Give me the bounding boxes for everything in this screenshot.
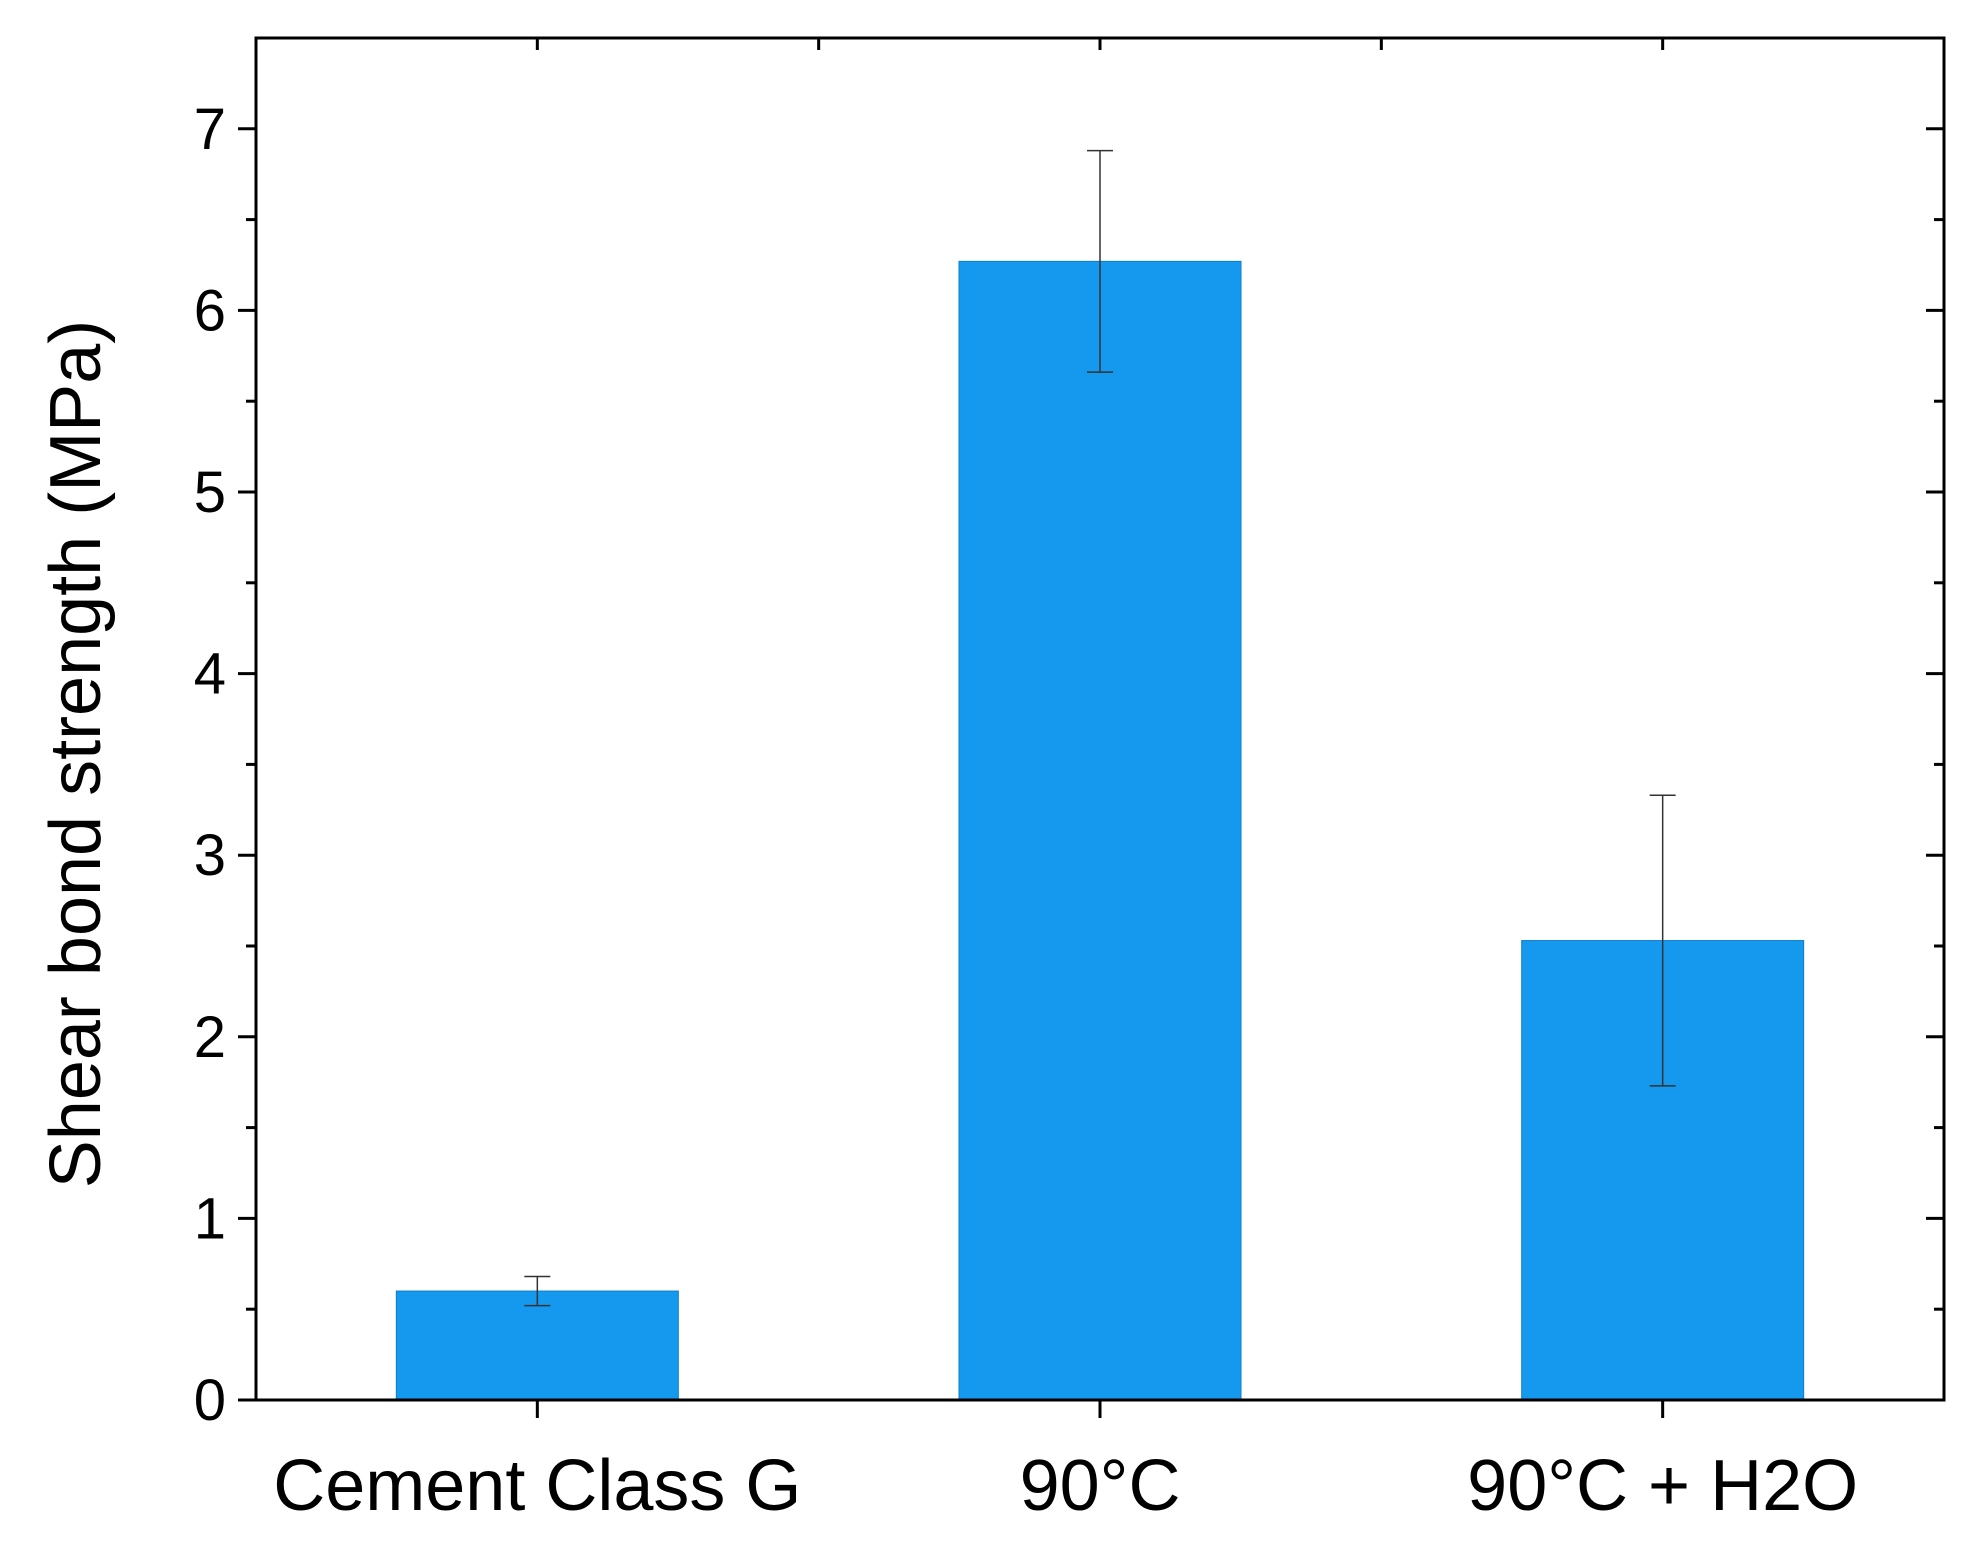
y-tick-label-1: 1 <box>194 1186 226 1251</box>
bar-0 <box>395 1290 679 1401</box>
bar-1 <box>958 260 1242 1401</box>
y-tick-label-4: 4 <box>194 642 226 707</box>
x-tick-label-1: 90°C <box>1020 1446 1181 1526</box>
y-tick-label-7: 7 <box>194 97 226 162</box>
y-axis-title: Shear bond strength (MPa) <box>36 320 116 1188</box>
y-tick-label-0: 0 <box>194 1368 226 1433</box>
x-tick-label-0: Cement Class G <box>273 1446 801 1526</box>
y-tick-label-2: 2 <box>194 1005 226 1070</box>
y-tick-label-3: 3 <box>194 823 226 888</box>
bars-layer <box>395 260 1805 1401</box>
x-tick-label-2: 90°C + H2O <box>1467 1446 1858 1526</box>
labels-layer: Cement Class G 90°C 90°C + H2O 0 1 2 3 4 5 6 7 <box>194 97 1858 1526</box>
y-tick-label-6: 6 <box>194 278 226 343</box>
error-bars-layer <box>524 149 1676 1307</box>
ticks-layer <box>238 38 1944 1418</box>
y-tick-label-5: 5 <box>194 460 226 525</box>
